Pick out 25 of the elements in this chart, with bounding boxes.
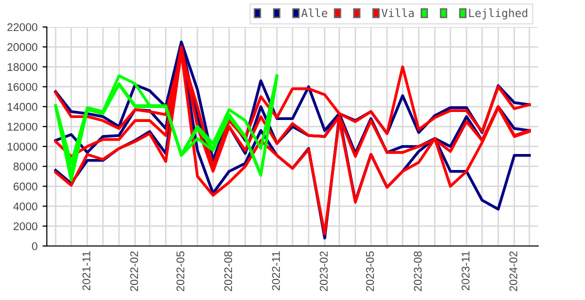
x-tick-label: 2022-11 (272, 251, 280, 290)
legend-label: Villa (382, 8, 414, 18)
y-tick-label: 20000 (7, 43, 38, 52)
x-tick-label: 2023-08 (414, 251, 422, 292)
y-tick-label: 16000 (8, 82, 38, 91)
y-tick-label: 14000 (8, 102, 38, 111)
legend-label: Lejlighed (469, 8, 528, 20)
y-tick-label: 18000 (8, 63, 38, 71)
x-tick-label: 2023-11 (462, 251, 470, 290)
x-tick-label: 2023-05 (366, 251, 374, 292)
y-tick-label: 22000 (7, 23, 38, 32)
y-tick-label: 4000 (13, 202, 38, 210)
y-tick-label: 8000 (14, 162, 38, 170)
y-tick-label: 6000 (14, 182, 38, 190)
y-tick-label: 12000 (8, 122, 38, 131)
x-tick-label: 2021-11 (82, 251, 90, 290)
y-tick-label: 0 (32, 242, 38, 250)
y-tick-label: 2000 (14, 222, 38, 230)
y-tick-label: 10000 (8, 142, 38, 151)
x-tick-label: 2024-02 (509, 251, 518, 292)
x-tick-label: 2022-05 (176, 251, 184, 292)
legend-label: Alle (301, 8, 328, 18)
x-tick-label: 2022-02 (130, 251, 138, 292)
x-tick-label: 2022-08 (224, 251, 232, 292)
x-tick-label: 2023-02 (320, 251, 328, 292)
